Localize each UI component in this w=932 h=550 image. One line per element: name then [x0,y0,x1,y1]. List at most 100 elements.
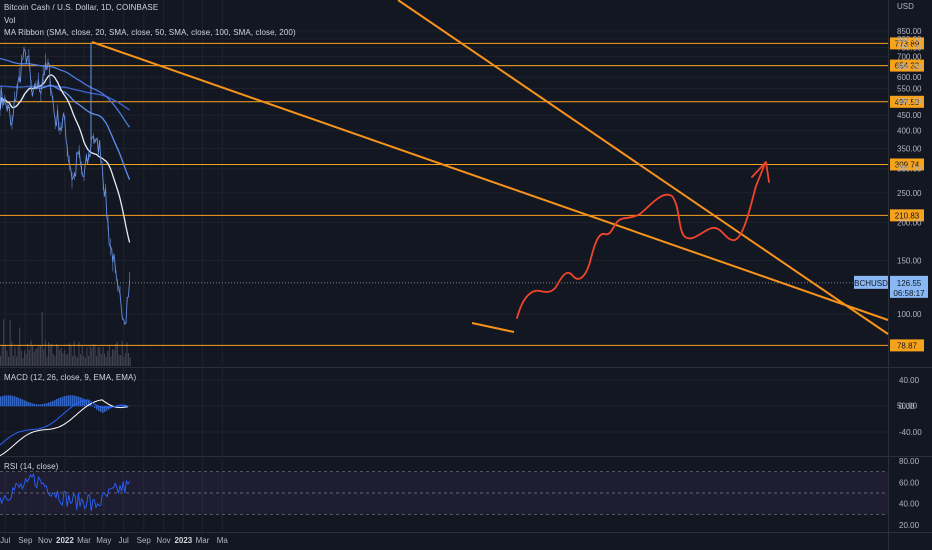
volume-bar [36,347,38,366]
volume-bar [94,344,96,366]
time-tick-label: Sep [137,536,152,545]
rsi-tick-label: 60.00 [899,478,920,487]
volume-bar [120,355,122,366]
macd-hist-bar [50,401,52,407]
macd-hist-bar [38,404,40,407]
volume-bar [104,353,106,366]
level-tag [890,158,924,171]
legend-macd[interactable]: MACD (12, 26, close, 9, EMA, EMA) [4,373,137,382]
macd-hist-bar [36,404,38,407]
volume-bar [105,357,107,366]
rsi-pane [0,471,888,515]
level-tag [890,209,924,222]
macd-hist-bar [2,395,4,407]
volume-bar [113,350,115,366]
price-tick-label: 600.00 [897,73,922,82]
volume-bar [30,340,32,366]
volume-bar [19,327,21,366]
rsi-line [0,472,130,512]
volume-bar [115,343,117,366]
legend-vol[interactable]: Vol [4,16,16,25]
macd-hist-bar [94,406,96,408]
volume-bar [112,348,114,366]
macd-hist-bar [46,403,48,407]
volume-bar [20,350,22,366]
volume-bar [86,347,88,366]
price-tick-label: 150.00 [897,256,922,265]
time-tick-label: Nov [156,536,170,545]
macd-tick-label: -40.00 [899,428,922,437]
macd-hist-bar [0,396,2,407]
price-tick-label: 350.00 [897,144,922,153]
horizontal-levels[interactable]: 773.89 654.32 497.53 309.74 210.83 78.87 BCHUS… [0,37,928,352]
macd-tick-label: 0.00 [899,402,915,411]
macd-hist-bar [56,399,58,407]
volume-bar [126,342,128,366]
macd-hist-bar [54,399,56,407]
trendlines[interactable] [91,0,889,335]
volume-bar [97,346,99,366]
level-tag-label: 497.53 [895,98,920,107]
time-tick-label: 2023 [174,536,192,545]
volume-bar [49,344,51,366]
volume-bar [96,356,98,366]
volume-bar [123,356,125,366]
macd-hist-bar [22,399,24,407]
macd-hist-bar [106,406,108,411]
volume-bar [24,350,26,366]
volume-bar [118,354,120,366]
price-tick-label: 650.00 [897,62,922,71]
macd-hist-bar [90,403,92,407]
macd-hist-bar [100,406,102,413]
trendline-long [91,41,889,321]
macd-hist-bar [64,396,66,407]
legend-rsi[interactable]: RSI (14, close) [4,462,59,471]
volume-bar [16,356,18,366]
time-tick-label: 2022 [56,536,74,545]
macd-hist-bar [92,405,94,407]
volume-bar [65,354,67,366]
volume-bar [116,341,118,366]
volume-bar [25,353,27,366]
macd-hist-bar [40,404,42,407]
level-tag [890,95,924,108]
volume-bar [76,357,78,366]
volume-bar [124,353,126,366]
price-tick-label: 800.00 [897,35,922,44]
macd-hist-bar [98,406,100,411]
volume-bar [70,345,72,366]
legend-main[interactable]: Bitcoin Cash / U.S. Dollar, 1D, COINBASE [4,3,159,12]
macd-hist-bar [18,397,20,407]
volume-bar [102,346,104,366]
macd-tick-label: 40.00 [899,376,920,385]
volume-bar [67,353,69,366]
projection-path[interactable] [516,161,770,319]
macd-hist-bar [4,395,6,407]
current-price-label: 126.55 [897,279,922,288]
price-tick-label: 450.00 [897,111,922,120]
price-tick-label: 550.00 [897,85,922,94]
macd-hist-bar [14,396,16,407]
time-tick-label: Jul [0,536,10,545]
volume-bar [73,341,75,366]
level-tag-label: 309.74 [895,160,920,169]
volume-bar [88,355,90,366]
macd-hist-bar [16,397,18,407]
volume-bar [108,346,110,366]
level-tag-label: 78.87 [897,341,918,350]
volume-bar [22,357,24,366]
symbol-tag [854,275,888,289]
macd-hist-bar [30,402,32,407]
legend-ma-ribbon[interactable]: MA Ribbon (SMA, close, 20, SMA, close, 5… [4,28,296,37]
time-tick-label: Jul [119,536,129,545]
volume-bar [33,351,35,366]
trendline-steep [397,0,889,335]
macd-hist-bar [44,403,46,407]
price-tick-label: 850.00 [897,27,922,36]
volume-bar [80,354,82,366]
macd-hist-bar [20,398,22,407]
macd-hist-bar [68,395,70,407]
rsi-tick-label: 40.00 [899,500,920,509]
